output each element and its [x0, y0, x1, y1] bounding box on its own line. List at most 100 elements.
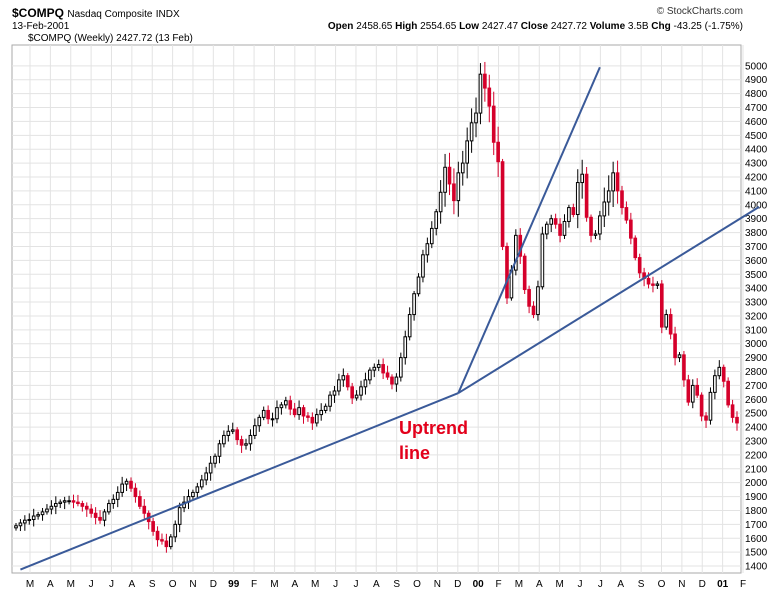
candle-up	[465, 140, 469, 164]
candle-up	[226, 430, 231, 436]
y-tick-label: 2300	[745, 437, 768, 448]
candle-up	[314, 414, 319, 424]
candle-down	[350, 386, 354, 399]
y-tick-label: 3100	[745, 325, 768, 336]
x-tick-label: M	[311, 579, 319, 590]
y-tick-label: 3400	[745, 284, 768, 295]
x-tick-label: A	[536, 579, 543, 590]
y-tick-label: 2400	[745, 423, 768, 434]
candle-down	[624, 207, 629, 221]
candle-down	[659, 283, 664, 328]
candle-up	[248, 434, 253, 445]
candle-up	[690, 384, 695, 403]
candle-up	[429, 227, 434, 245]
x-tick-label: M	[67, 579, 75, 590]
candle-up	[40, 511, 45, 516]
candle-down	[500, 161, 505, 247]
candle-up	[664, 314, 669, 328]
y-tick-label: 1700	[745, 520, 768, 531]
candle-down	[730, 404, 735, 418]
candle-up	[562, 220, 567, 236]
y-tick-label: 4900	[745, 75, 768, 86]
candle-up	[53, 503, 58, 507]
x-tick-label: M	[26, 579, 34, 590]
candle-down	[505, 245, 509, 299]
candle-up	[244, 443, 248, 446]
candle-down	[138, 496, 142, 507]
candle-up	[23, 519, 27, 524]
y-tick-label: 1500	[745, 548, 768, 559]
candle-up	[204, 472, 209, 481]
y-tick-label: 2100	[745, 464, 768, 475]
candle-down	[142, 505, 147, 514]
candle-up	[257, 416, 262, 427]
x-tick-label: N	[189, 579, 196, 590]
candle-down	[527, 289, 531, 307]
candle-up	[407, 314, 412, 338]
candle-down	[589, 216, 593, 236]
y-tick-label: 3600	[745, 256, 768, 267]
candle-up	[341, 375, 346, 381]
y-tick-label: 2700	[745, 381, 768, 392]
candle-down	[71, 500, 76, 503]
candle-down	[491, 105, 496, 143]
y-tick-label: 4200	[745, 173, 768, 184]
x-tick-label: S	[393, 579, 400, 590]
candle-up	[115, 491, 120, 500]
x-tick-label: A	[129, 579, 136, 590]
y-tick-label: 4000	[745, 200, 768, 211]
candle-down	[629, 219, 633, 239]
chart-legend: $COMPQ (Weekly) 2427.72 (13 Feb)	[28, 33, 193, 44]
candle-down	[487, 87, 492, 107]
candle-up	[540, 233, 545, 288]
y-tick-label: 3800	[745, 228, 768, 239]
candle-up	[469, 122, 474, 142]
candle-up	[18, 522, 23, 527]
candle-up	[580, 173, 585, 184]
y-tick-label: 3300	[745, 298, 768, 309]
y-tick-label: 2000	[745, 478, 768, 489]
y-tick-label: 2500	[745, 409, 768, 420]
y-tick-label: 4700	[745, 103, 768, 114]
candle-up	[460, 162, 465, 174]
candle-up	[199, 479, 204, 488]
y-tick-label: 3900	[745, 214, 768, 225]
y-tick-label: 5000	[745, 61, 768, 72]
x-tick-label: S	[638, 579, 645, 590]
trendline-3	[457, 206, 760, 394]
candle-up	[606, 190, 611, 203]
x-tick-label: M	[515, 579, 523, 590]
candle-down	[571, 207, 576, 216]
x-tick-label: J	[578, 579, 583, 590]
annotation-uptrend: Uptrend	[399, 418, 468, 438]
x-tick-label: N	[678, 579, 685, 590]
candle-up	[36, 514, 40, 517]
candle-up	[376, 364, 381, 368]
x-tick-label: A	[617, 579, 624, 590]
x-tick-label: D	[699, 579, 706, 590]
candle-down	[98, 516, 102, 521]
y-tick-label: 1600	[745, 534, 768, 545]
x-tick-label: N	[434, 579, 441, 590]
x-tick-label: 00	[473, 579, 485, 590]
candle-down	[558, 223, 562, 236]
candle-down	[695, 384, 700, 396]
candle-up	[337, 379, 341, 392]
y-tick-label: 4500	[745, 131, 768, 142]
x-tick-label: F	[495, 579, 501, 590]
candle-up	[474, 112, 478, 124]
candle-down	[390, 376, 394, 385]
candle-up	[253, 425, 257, 436]
x-tick-label: A	[47, 579, 54, 590]
candle-down	[682, 354, 686, 381]
candle-up	[567, 207, 571, 222]
candle-up	[168, 536, 173, 548]
trendline-1	[20, 392, 459, 571]
candle-down	[129, 480, 133, 489]
candle-down	[735, 416, 739, 424]
header-symbol-line: $COMPQ Nasdaq Composite INDX	[12, 6, 180, 20]
candle-up	[323, 405, 328, 411]
trendline-2	[457, 66, 601, 394]
y-tick-label: 2800	[745, 367, 768, 378]
x-tick-label: A	[291, 579, 298, 590]
